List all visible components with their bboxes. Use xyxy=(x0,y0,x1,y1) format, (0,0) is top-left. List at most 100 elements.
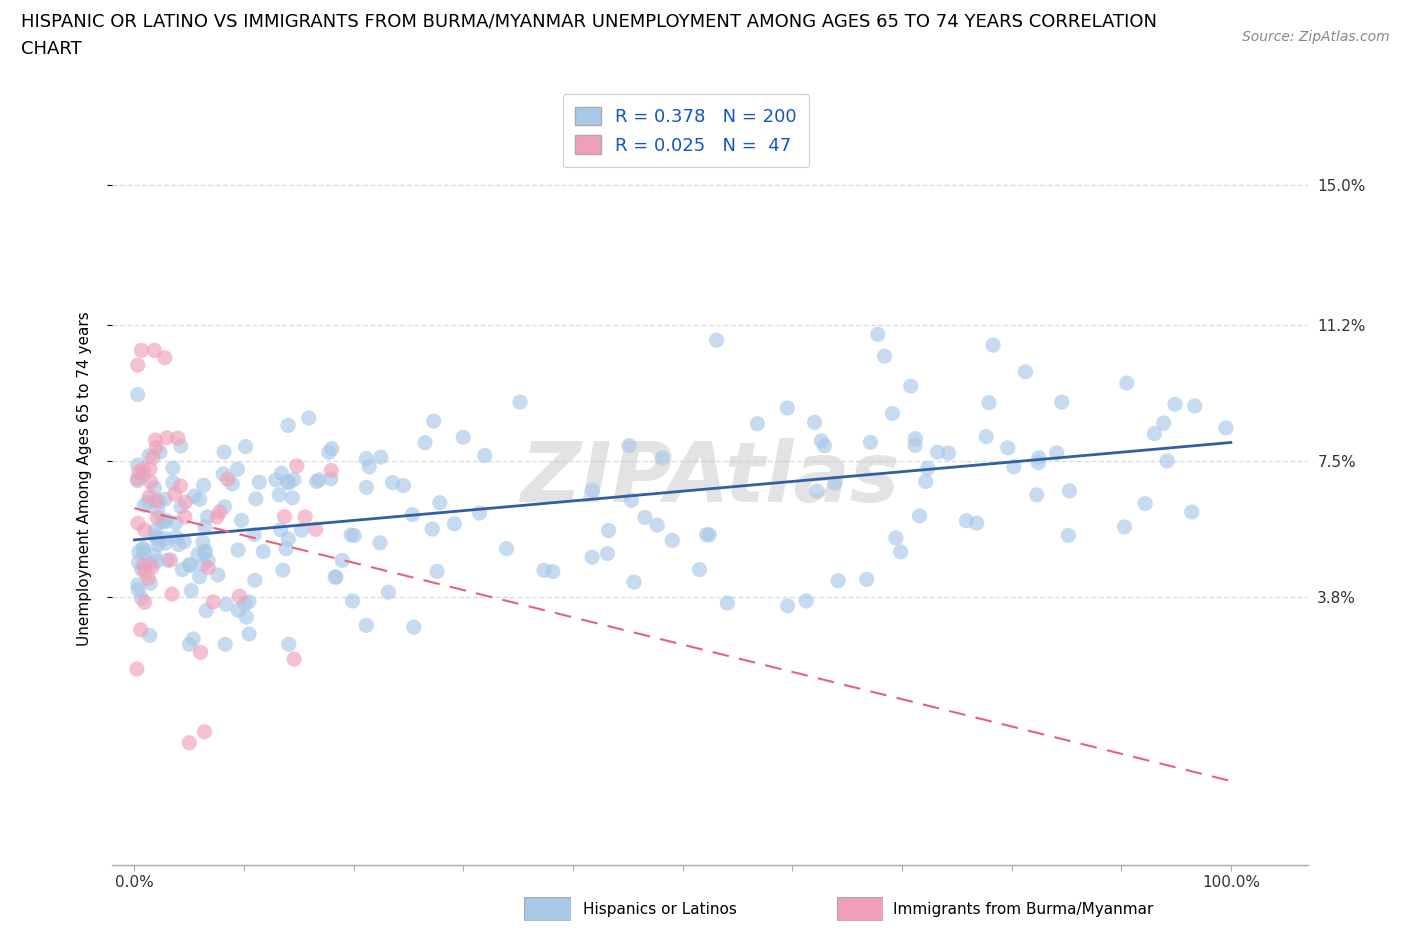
Point xyxy=(803,415,825,430)
Point xyxy=(1026,456,1049,471)
Point xyxy=(1028,450,1050,465)
Point xyxy=(231,513,253,528)
Point xyxy=(226,462,249,477)
Point xyxy=(342,593,364,608)
Point xyxy=(150,514,173,529)
Point xyxy=(468,506,491,521)
Point xyxy=(283,472,305,487)
Point xyxy=(356,618,378,632)
Point xyxy=(132,547,155,562)
Point xyxy=(131,562,153,577)
Point xyxy=(696,527,718,542)
Point xyxy=(139,461,162,476)
Point xyxy=(145,440,167,455)
Point xyxy=(132,468,155,483)
Point xyxy=(873,349,896,364)
Point xyxy=(340,527,363,542)
Point xyxy=(173,534,195,549)
Point xyxy=(138,628,160,643)
Point xyxy=(139,576,162,591)
Point xyxy=(145,553,167,568)
Point xyxy=(128,544,150,559)
Point xyxy=(402,619,425,634)
Point xyxy=(420,522,443,537)
Point xyxy=(179,736,201,751)
Point xyxy=(747,417,769,432)
Point xyxy=(356,480,378,495)
Point xyxy=(127,458,149,472)
Point xyxy=(252,544,274,559)
Point xyxy=(806,484,828,498)
Point xyxy=(179,557,201,572)
Point xyxy=(143,343,166,358)
Point xyxy=(1046,445,1069,460)
Text: Immigrants from Burma/Myanmar: Immigrants from Burma/Myanmar xyxy=(893,902,1153,917)
Point xyxy=(142,450,165,465)
Point xyxy=(193,545,215,560)
Point xyxy=(343,528,366,543)
Point xyxy=(127,582,149,597)
Point xyxy=(134,595,156,610)
Point xyxy=(238,594,260,609)
Point xyxy=(138,448,160,463)
Point xyxy=(706,333,728,348)
Point xyxy=(187,547,209,562)
Point xyxy=(245,491,267,506)
Point xyxy=(617,438,640,453)
Point xyxy=(197,560,219,575)
Point xyxy=(1114,520,1136,535)
Point xyxy=(139,474,162,489)
Point xyxy=(356,451,378,466)
Point xyxy=(697,527,720,542)
Point xyxy=(321,463,343,478)
Point xyxy=(215,597,238,612)
Point xyxy=(1164,397,1187,412)
Point xyxy=(221,476,243,491)
Point xyxy=(155,536,177,551)
Point xyxy=(235,610,257,625)
Point xyxy=(128,555,150,570)
Point xyxy=(134,564,156,578)
Point xyxy=(188,569,211,584)
Point xyxy=(1181,505,1204,520)
Point xyxy=(143,480,166,495)
Point xyxy=(162,460,184,475)
Point xyxy=(271,563,294,578)
Point xyxy=(620,493,643,508)
Point xyxy=(243,573,266,588)
Point xyxy=(533,563,555,578)
Point xyxy=(325,569,347,584)
Point xyxy=(163,486,186,501)
Point xyxy=(277,418,299,432)
Point xyxy=(1059,484,1081,498)
Point xyxy=(298,410,321,425)
Point xyxy=(966,515,988,530)
Point xyxy=(127,472,149,486)
Point xyxy=(401,507,423,522)
Point xyxy=(226,542,249,557)
Point xyxy=(277,637,299,652)
Point xyxy=(661,533,683,548)
Point xyxy=(146,503,169,518)
Point xyxy=(243,527,266,542)
Point xyxy=(214,637,236,652)
Point xyxy=(156,431,179,445)
Point xyxy=(716,595,738,610)
Point xyxy=(904,438,927,453)
Point xyxy=(170,439,193,454)
Point xyxy=(596,546,619,561)
Point xyxy=(318,445,340,459)
Point xyxy=(277,532,299,547)
Point xyxy=(1025,487,1047,502)
Point xyxy=(127,358,149,373)
Point xyxy=(368,536,391,551)
Point xyxy=(146,532,169,547)
Point xyxy=(181,631,204,646)
Point xyxy=(882,406,904,421)
Point xyxy=(1143,426,1166,441)
Point xyxy=(413,435,436,450)
Point xyxy=(129,622,152,637)
Point xyxy=(908,509,931,524)
Point xyxy=(194,543,217,558)
Point xyxy=(291,523,314,538)
